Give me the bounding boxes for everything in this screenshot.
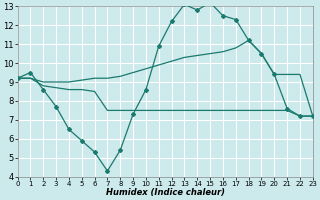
X-axis label: Humidex (Indice chaleur): Humidex (Indice chaleur) xyxy=(106,188,225,197)
